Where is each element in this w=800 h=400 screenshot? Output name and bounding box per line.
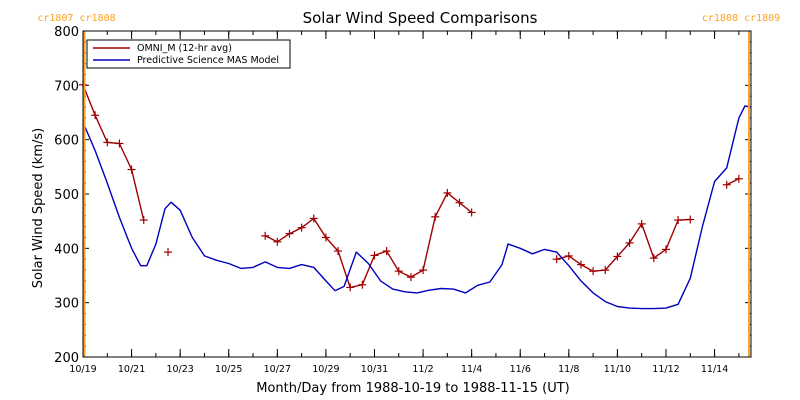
x-tick-label: 11/8 <box>558 364 579 375</box>
data-point-marker <box>164 248 173 257</box>
legend-label-mas: Predictive Science MAS Model <box>137 55 279 66</box>
data-point-marker <box>103 138 112 147</box>
data-point-marker <box>115 139 124 148</box>
data-point-marker <box>309 214 318 223</box>
data-point-marker <box>297 223 306 232</box>
data-point-marker <box>139 216 148 225</box>
series-line-mas <box>82 105 752 310</box>
series-line-omni <box>264 192 473 289</box>
x-tick-label: 11/14 <box>701 364 728 375</box>
legend-label-omni: OMNI_M (12-hr avg) <box>137 43 232 54</box>
series-layer <box>79 80 752 310</box>
data-point-marker <box>370 251 379 260</box>
y-tick-label: 500 <box>54 188 79 203</box>
data-point-marker <box>649 254 658 263</box>
data-point-marker <box>382 247 391 256</box>
data-point-marker <box>686 215 695 224</box>
data-point-marker <box>613 252 622 261</box>
x-axis-ticks: 10/19 10/21 10/23 10/25 10/27 10/29 10/31 11/2 1… <box>69 31 740 375</box>
data-point-marker <box>273 237 282 246</box>
plot-frame <box>82 30 752 358</box>
x-tick-label: 10/21 <box>118 364 145 375</box>
data-point-marker <box>321 233 330 242</box>
data-point-marker <box>661 245 670 254</box>
data-point-marker <box>285 229 294 238</box>
data-point-marker <box>443 188 452 197</box>
y-axis-ticks: 200 300 400 500 600 700 800 <box>54 25 751 366</box>
series-line-omni <box>556 218 691 272</box>
data-point-marker <box>346 283 355 292</box>
chart-title: Solar Wind Speed Comparisons <box>303 9 538 27</box>
data-point-marker <box>637 219 646 228</box>
data-point-marker <box>576 260 585 269</box>
data-point-marker <box>334 247 343 256</box>
data-point-marker <box>467 208 476 217</box>
data-point-marker <box>601 266 610 275</box>
data-point-marker <box>722 180 731 189</box>
data-point-marker <box>91 111 100 120</box>
data-point-marker <box>552 255 561 264</box>
y-tick-label: 700 <box>54 79 79 94</box>
data-point-marker <box>625 238 634 247</box>
y-tick-label: 800 <box>54 25 79 40</box>
data-point-marker <box>734 174 743 183</box>
data-point-marker <box>358 280 367 289</box>
x-tick-label: 10/31 <box>361 364 388 375</box>
carrington-label-left: cr1807 cr1808 <box>37 13 115 24</box>
series-line-omni <box>82 84 145 221</box>
legend-box <box>86 39 291 69</box>
y-axis-label: Solar Wind Speed (km/s) <box>31 128 46 288</box>
x-tick-label: 11/12 <box>652 364 679 375</box>
y-tick-label: 300 <box>54 297 79 312</box>
carrington-label-right: cr1808 cr1809 <box>702 13 780 24</box>
data-point-marker <box>564 251 573 260</box>
x-tick-label: 10/29 <box>312 364 339 375</box>
y-tick-label: 600 <box>54 134 79 149</box>
x-tick-label: 10/19 <box>69 364 96 375</box>
data-point-marker <box>674 216 683 225</box>
data-point-marker <box>589 267 598 276</box>
data-point-marker <box>431 212 440 221</box>
x-tick-label: 11/4 <box>461 364 482 375</box>
x-tick-label: 11/6 <box>510 364 531 375</box>
data-point-marker <box>455 198 464 207</box>
y-tick-label: 400 <box>54 242 79 257</box>
y-tick-label: 200 <box>54 351 79 366</box>
data-point-marker <box>261 231 270 240</box>
carrington-labels: cr1807 cr1808 cr1808 cr1809 <box>37 13 780 24</box>
series-line-omni <box>726 178 740 186</box>
x-tick-label: 10/23 <box>166 364 193 375</box>
x-tick-label: 10/27 <box>264 364 291 375</box>
x-axis-label: Month/Day from 1988-10-19 to 1988-11-15 … <box>256 381 569 396</box>
data-point-marker <box>127 165 136 174</box>
x-tick-label: 10/25 <box>215 364 242 375</box>
x-tick-label: 11/10 <box>604 364 631 375</box>
data-point-marker <box>419 266 428 275</box>
legend: OMNI_M (12-hr avg) Predictive Science MA… <box>86 39 291 69</box>
data-point-marker <box>406 273 415 282</box>
data-point-marker <box>394 267 403 276</box>
x-tick-label: 11/2 <box>412 364 433 375</box>
